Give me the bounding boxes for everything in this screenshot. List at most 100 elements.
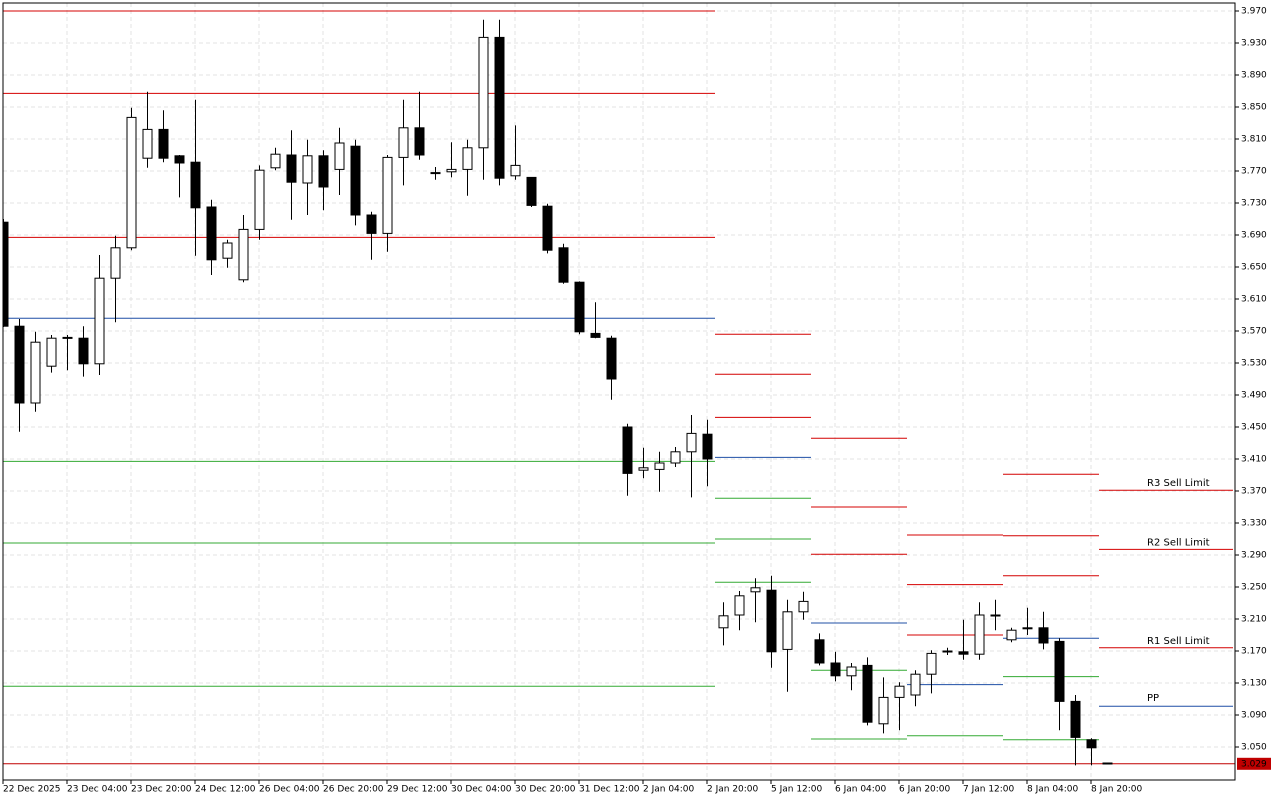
candle-body bbox=[910, 673, 921, 696]
candle-body bbox=[238, 228, 249, 281]
candle-body bbox=[414, 127, 425, 156]
y-tick-label: 3.370 bbox=[1241, 487, 1267, 497]
y-tick-label: 3.250 bbox=[1241, 583, 1267, 593]
level-label: R2 Sell Limit bbox=[1147, 537, 1210, 548]
y-tick-label: 3.290 bbox=[1241, 551, 1267, 561]
candle-body bbox=[670, 451, 681, 464]
x-tick-label: 23 Dec 20:00 bbox=[131, 785, 192, 795]
x-tick-label: 2 Jan 04:00 bbox=[643, 785, 695, 795]
level-label: R3 Sell Limit bbox=[1147, 478, 1210, 489]
candle-body bbox=[1038, 627, 1049, 644]
x-tick-label: 30 Dec 04:00 bbox=[451, 785, 512, 795]
candle-body bbox=[350, 145, 361, 216]
candle-body bbox=[894, 685, 905, 698]
candle-body bbox=[494, 36, 505, 179]
candle-body bbox=[222, 242, 233, 259]
last-price-label: 3.029 bbox=[1241, 759, 1267, 769]
candle-body bbox=[558, 247, 569, 283]
y-tick-label: 3.770 bbox=[1241, 167, 1267, 177]
y-tick-label: 3.570 bbox=[1241, 327, 1267, 337]
x-tick-label: 6 Jan 04:00 bbox=[835, 785, 887, 795]
candle-body bbox=[382, 156, 393, 234]
candle-body bbox=[174, 155, 185, 164]
candle-body bbox=[1102, 762, 1113, 765]
last-price-box bbox=[1237, 757, 1271, 770]
candle-body bbox=[542, 205, 553, 251]
plot-frame bbox=[2, 2, 1236, 781]
x-tick-label: 2 Jan 20:00 bbox=[707, 785, 759, 795]
candle-body bbox=[1070, 700, 1081, 738]
candle-body bbox=[974, 614, 985, 655]
x-tick-label: 8 Jan 20:00 bbox=[1091, 785, 1143, 795]
candle-body bbox=[1022, 627, 1033, 630]
candle-body bbox=[510, 164, 521, 177]
candle-body bbox=[750, 587, 761, 593]
candle-body bbox=[62, 336, 73, 339]
candle-body bbox=[622, 426, 633, 474]
candle-body bbox=[606, 337, 617, 380]
y-tick-label: 3.090 bbox=[1241, 711, 1267, 721]
y-tick-label: 3.530 bbox=[1241, 359, 1267, 369]
x-tick-label: 6 Jan 20:00 bbox=[899, 785, 951, 795]
candle-body bbox=[302, 155, 313, 184]
candle-body bbox=[830, 662, 841, 677]
y-tick-label: 3.610 bbox=[1241, 295, 1267, 305]
y-tick-label: 3.130 bbox=[1241, 679, 1267, 689]
candle-body bbox=[814, 639, 825, 664]
candle-body bbox=[1086, 739, 1097, 749]
x-tick-label: 7 Jan 12:00 bbox=[963, 785, 1015, 795]
candle-body bbox=[734, 595, 745, 616]
y-tick-label: 3.930 bbox=[1241, 39, 1267, 49]
candle-body bbox=[878, 696, 889, 725]
candle-body bbox=[926, 652, 937, 675]
candle-body bbox=[782, 611, 793, 650]
candle-body bbox=[286, 154, 297, 183]
x-tick-label: 31 Dec 12:00 bbox=[579, 785, 640, 795]
candle-body bbox=[430, 172, 441, 175]
candle-body bbox=[110, 247, 121, 279]
x-tick-label: 22 Dec 2025 bbox=[3, 785, 61, 795]
candle-body bbox=[526, 176, 537, 206]
candle-body bbox=[686, 432, 697, 453]
candles bbox=[3, 19, 1113, 766]
candle-body bbox=[1054, 640, 1065, 702]
pivot-levels: R3 Sell Limit R2 Sell Limit R1 Sell Limit P… bbox=[3, 10, 1235, 765]
level-label: PP bbox=[1147, 693, 1159, 704]
candle-body bbox=[14, 325, 25, 404]
y-tick-label: 3.730 bbox=[1241, 199, 1267, 209]
candle-body bbox=[798, 600, 809, 613]
candle-body bbox=[318, 155, 329, 188]
y-tick-label: 3.810 bbox=[1241, 135, 1267, 145]
candle-body bbox=[142, 128, 153, 159]
y-tick-label: 3.690 bbox=[1241, 231, 1267, 241]
x-tick-label: 8 Jan 04:00 bbox=[1027, 785, 1079, 795]
y-tick-label: 3.970 bbox=[1241, 7, 1267, 17]
x-tick-label: 24 Dec 12:00 bbox=[195, 785, 256, 795]
candle-body bbox=[958, 651, 969, 655]
axes: 3.970 3.930 3.890 3.850 3.810 3.770 3.730 3.690… bbox=[2, 7, 1271, 795]
candle-body bbox=[398, 127, 409, 158]
candle-body bbox=[366, 214, 377, 234]
x-tick-label: 5 Jan 12:00 bbox=[771, 785, 823, 795]
candle-body bbox=[334, 142, 345, 170]
level-label: R1 Sell Limit bbox=[1147, 636, 1210, 647]
y-tick-label: 3.410 bbox=[1241, 455, 1267, 465]
y-tick-label: 3.650 bbox=[1241, 263, 1267, 273]
candle-body bbox=[46, 337, 57, 367]
candle-body bbox=[94, 277, 105, 365]
candle-body bbox=[190, 161, 201, 209]
candle-body bbox=[158, 128, 169, 159]
y-tick-label: 3.330 bbox=[1241, 519, 1267, 529]
candle-body bbox=[942, 650, 953, 653]
candle-body bbox=[766, 589, 777, 653]
y-tick-label: 3.850 bbox=[1241, 103, 1267, 113]
y-tick-label: 3.170 bbox=[1241, 647, 1267, 657]
candle-body bbox=[126, 116, 137, 249]
candle-body bbox=[254, 169, 265, 230]
candle-body bbox=[590, 332, 601, 338]
y-tick-label: 3.490 bbox=[1241, 391, 1267, 401]
candle-body bbox=[638, 467, 649, 471]
candle-body bbox=[30, 341, 41, 404]
